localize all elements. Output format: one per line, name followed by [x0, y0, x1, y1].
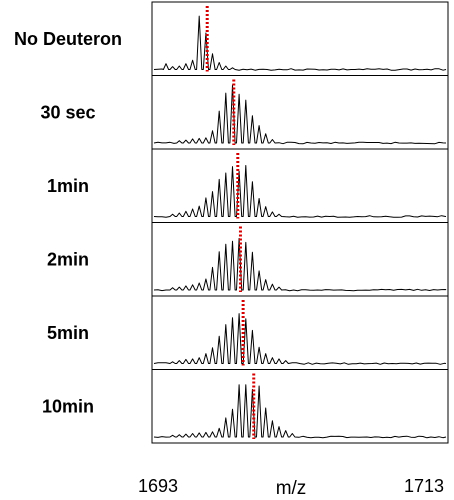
panel-label: No Deuteron	[14, 29, 122, 49]
spectrum-trace	[153, 384, 447, 439]
x-tick-label-max: 1713	[404, 476, 444, 496]
panel-frame	[151, 148, 449, 223]
panel-frame	[151, 75, 449, 150]
panel-frame	[151, 222, 449, 297]
spectrum-panel: 10min	[42, 369, 449, 444]
spectrum-trace	[153, 84, 447, 145]
x-tick-label-min: 1693	[138, 476, 178, 496]
spectrum-panel: 2min	[47, 222, 449, 297]
panel-frame	[151, 369, 449, 444]
spectrum-trace	[153, 165, 447, 218]
spectra-panels: No Deuteron 30 sec 1min 2min 5min 10min	[14, 1, 449, 444]
spectrum-panel: 30 sec	[40, 75, 449, 150]
spectrum-panel: 5min	[47, 295, 449, 370]
panel-label: 1min	[47, 176, 89, 196]
spectrum-trace	[153, 313, 447, 365]
panel-label: 30 sec	[40, 102, 95, 122]
panel-label: 5min	[47, 323, 89, 343]
panel-frame	[151, 295, 449, 370]
x-axis-label: m/z	[276, 478, 307, 499]
spectrum-panel: No Deuteron	[14, 1, 449, 76]
panel-label: 2min	[47, 249, 89, 269]
spectrum-trace	[153, 237, 447, 292]
panel-label: 10min	[42, 396, 94, 416]
spectrum-trace	[153, 15, 447, 71]
spectrum-panel: 1min	[47, 148, 449, 223]
